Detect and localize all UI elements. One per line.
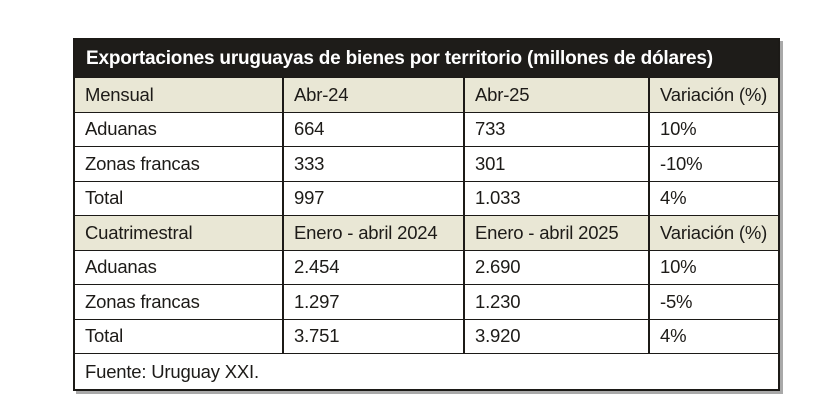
header-cell-abr24: Abr-24 xyxy=(282,78,463,112)
table-row-total-cuatrimestral: Total 3.751 3.920 4% xyxy=(75,318,778,353)
header-cell-period: Mensual xyxy=(75,78,282,112)
row-label: Total xyxy=(85,187,124,209)
value-cell: 3.920 xyxy=(463,319,648,353)
value-cell: 1.297 xyxy=(282,285,463,319)
value-cell: 301 xyxy=(463,147,648,181)
exports-table: Exportaciones uruguayas de bienes por te… xyxy=(73,38,780,391)
table-row-zonas-francas-cuatrimestral: Zonas francas 1.297 1.230 -5% xyxy=(75,284,778,319)
value-cell: -5% xyxy=(648,285,778,319)
header-row-mensual: Mensual Abr-24 Abr-25 Variación (%) xyxy=(75,77,778,112)
value-cell: 2.454 xyxy=(282,250,463,284)
table-row-total-mensual: Total 997 1.033 4% xyxy=(75,180,778,215)
value-cell: 4% xyxy=(648,319,778,353)
value-cell: 1.230 xyxy=(463,285,648,319)
value-cell: -10% xyxy=(648,147,778,181)
header-cell-abr25: Abr-25 xyxy=(463,78,648,112)
row-label: Total xyxy=(85,325,124,347)
row-label: Aduanas xyxy=(85,256,157,278)
value-cell: 10% xyxy=(648,250,778,284)
table-row-aduanas-cuatrimestral: Aduanas 2.454 2.690 10% xyxy=(75,249,778,284)
value-cell: 1.033 xyxy=(463,181,648,215)
row-label: Zonas francas xyxy=(85,152,200,174)
header-row-cuatrimestral: Cuatrimestral Enero - abril 2024 Enero -… xyxy=(75,215,778,250)
header-cell-enero-abril-2025: Enero - abril 2025 xyxy=(463,216,648,250)
header-cell-variacion: Variación (%) xyxy=(648,216,778,250)
value-cell: 733 xyxy=(463,112,648,146)
value-cell: 333 xyxy=(282,147,463,181)
table-row-zonas-francas-mensual: Zonas francas 333 301 -10% xyxy=(75,146,778,181)
header-cell-enero-abril-2024: Enero - abril 2024 xyxy=(282,216,463,250)
header-cell-period: Cuatrimestral xyxy=(75,216,282,250)
value-cell: 2.690 xyxy=(463,250,648,284)
row-label: Zonas francas xyxy=(85,290,200,312)
value-cell: 997 xyxy=(282,181,463,215)
value-cell: 3.751 xyxy=(282,319,463,353)
value-cell: 10% xyxy=(648,112,778,146)
source-note: Fuente: Uruguay XXI. xyxy=(75,353,778,389)
row-label: Aduanas xyxy=(85,118,157,140)
table-row-aduanas-mensual: Aduanas 664 733 10% xyxy=(75,111,778,146)
value-cell: 664 xyxy=(282,112,463,146)
value-cell: 4% xyxy=(648,181,778,215)
header-cell-variacion: Variación (%) xyxy=(648,78,778,112)
table-title: Exportaciones uruguayas de bienes por te… xyxy=(75,40,778,77)
